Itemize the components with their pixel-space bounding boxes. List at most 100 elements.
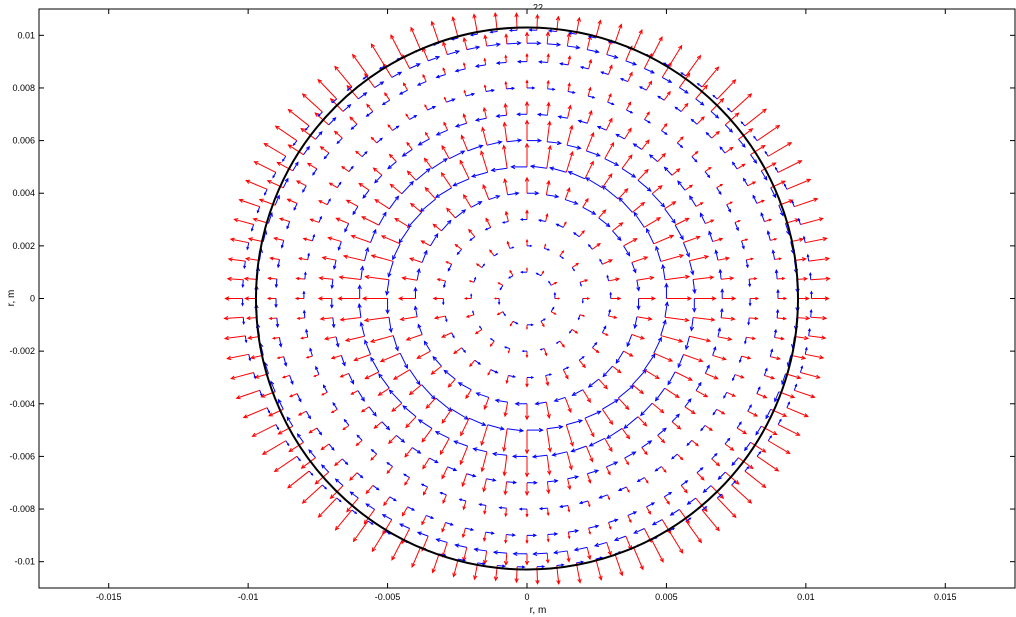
radial-arrow xyxy=(422,73,427,82)
radial-arrow-head xyxy=(377,391,383,396)
tangential-arrow-head xyxy=(619,78,624,82)
tangential-arrow-shaft xyxy=(695,382,702,391)
tangential-arrow-head xyxy=(516,112,521,117)
radial-arrow xyxy=(441,408,453,424)
radial-arrow-head xyxy=(317,78,323,84)
radial-arrow-head xyxy=(441,418,446,424)
radial-arrow-shaft xyxy=(485,218,492,228)
tangential-arrow-head xyxy=(344,228,348,233)
tangential-arrow xyxy=(752,194,758,204)
radial-arrow xyxy=(796,276,809,281)
radial-arrow-shaft xyxy=(604,438,613,452)
radial-arrow xyxy=(587,500,591,508)
tangential-arrow-shaft xyxy=(388,196,399,210)
tangential-arrow-head xyxy=(472,473,477,478)
radial-arrow xyxy=(674,371,693,381)
radial-arrow-head xyxy=(644,168,649,174)
tangential-arrow-shaft xyxy=(374,174,383,184)
radial-arrow-shaft xyxy=(245,180,268,190)
radial-arrow-head xyxy=(745,238,749,242)
radial-arrow xyxy=(567,532,571,540)
radial-arrow xyxy=(227,257,246,262)
radial-arrow-shaft xyxy=(651,402,664,414)
tangential-arrow-shaft xyxy=(364,340,372,355)
tangential-arrow xyxy=(494,398,508,403)
tangential-arrow-head xyxy=(579,65,584,70)
radial-arrow-shaft xyxy=(349,472,358,481)
tangential-arrow-head xyxy=(651,353,656,359)
tangential-arrow-shaft xyxy=(554,550,568,554)
radial-arrow-shaft xyxy=(717,336,732,340)
tangential-arrow xyxy=(431,158,448,169)
radial-arrow xyxy=(263,142,287,157)
radial-arrow xyxy=(625,486,630,493)
tangential-arrow-head xyxy=(587,243,591,247)
tangential-arrow-head xyxy=(302,309,306,314)
radial-arrow-head xyxy=(708,427,713,432)
radial-arrow-shaft xyxy=(453,347,462,354)
radial-arrow xyxy=(485,217,492,228)
radial-arrow-shaft xyxy=(627,72,633,82)
tangential-arrow-shaft xyxy=(787,355,792,367)
tangential-arrow-head xyxy=(667,380,672,386)
radial-arrow xyxy=(565,424,574,447)
radial-arrow-head xyxy=(268,316,273,321)
tangential-arrow-head xyxy=(684,480,689,484)
tangential-arrow xyxy=(429,457,439,464)
tangential-arrow xyxy=(567,90,576,94)
radial-arrow xyxy=(545,31,551,44)
radial-arrow xyxy=(525,209,529,220)
tangential-arrow xyxy=(243,261,247,270)
tangential-arrow xyxy=(547,42,562,47)
radial-arrow xyxy=(661,122,668,131)
tangential-arrow-shaft xyxy=(278,337,282,347)
radial-arrow xyxy=(651,539,664,563)
radial-arrow-shaft xyxy=(567,105,571,119)
radial-arrow-head xyxy=(397,296,403,301)
tangential-arrow xyxy=(499,285,504,291)
radial-arrow xyxy=(794,335,810,341)
radial-arrow-head xyxy=(567,104,572,110)
tangential-arrow xyxy=(636,298,641,311)
tangential-arrow-shaft xyxy=(378,373,390,389)
tangential-arrow-head xyxy=(791,200,795,204)
tangential-arrow xyxy=(323,152,330,160)
tangential-arrow xyxy=(632,143,643,150)
tangential-arrow-head xyxy=(553,532,559,536)
tangential-arrow xyxy=(741,240,745,250)
tangential-arrow xyxy=(507,191,520,196)
tangential-arrow-head xyxy=(434,193,440,198)
tangential-arrow-head xyxy=(442,302,445,306)
radial-arrow-shaft xyxy=(796,317,810,319)
radial-arrow-shaft xyxy=(455,244,462,250)
radial-arrow xyxy=(747,410,759,417)
radial-arrow-shaft xyxy=(391,539,403,561)
tangential-arrow-shaft xyxy=(382,514,392,521)
radial-arrow-head xyxy=(747,93,753,98)
radial-arrow-shaft xyxy=(505,211,509,222)
radial-arrow-shaft xyxy=(228,258,246,262)
tangential-arrow xyxy=(548,280,552,286)
radial-arrow-shaft xyxy=(432,553,440,573)
tangential-arrow-head xyxy=(657,95,661,99)
tangential-arrow-head xyxy=(553,550,559,555)
tangential-arrow-shaft xyxy=(582,206,596,215)
tangential-arrow xyxy=(636,280,641,292)
tangential-arrow-head xyxy=(677,180,682,186)
y-tick-label: 0.006 xyxy=(12,136,35,146)
tangential-arrow-head xyxy=(553,397,559,403)
radial-arrow xyxy=(663,496,670,505)
radial-arrow xyxy=(372,167,383,176)
tangential-arrow-head xyxy=(585,177,591,182)
tangential-arrow-head xyxy=(349,491,354,496)
tangential-arrow xyxy=(388,317,393,334)
radial-arrow-head xyxy=(334,525,340,531)
radial-arrow xyxy=(664,274,691,281)
radial-arrow-head xyxy=(761,448,767,453)
radial-arrow-head xyxy=(401,512,406,517)
tangential-arrow xyxy=(661,263,666,280)
tangential-arrow-shaft xyxy=(471,171,488,178)
tangential-arrow xyxy=(636,477,645,483)
radial-arrow-head xyxy=(698,358,704,363)
tangential-arrow-head xyxy=(378,66,382,70)
